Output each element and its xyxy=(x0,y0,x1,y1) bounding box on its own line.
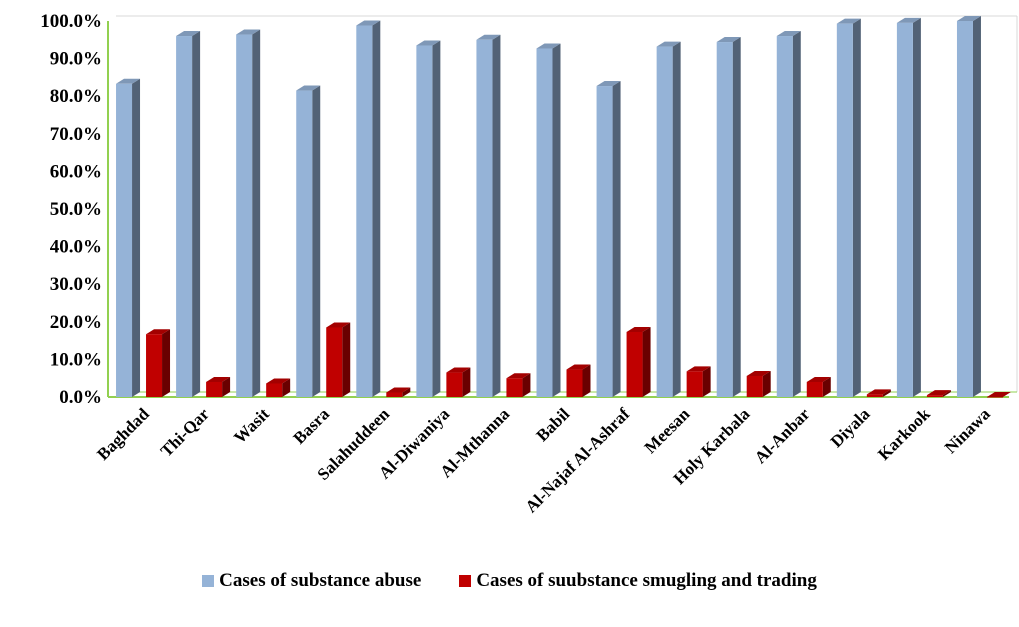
bar-smuggling-baghdad xyxy=(146,329,171,397)
bar-smuggling-ninawa xyxy=(986,392,1011,398)
x-axis-labels: Baghdad Thi-Qar Wasit BasraSalahuddeenAl-Di… xyxy=(93,404,994,516)
legend-item-smuggling: Cases of suubstance smugling and trading xyxy=(459,570,817,592)
bar-abuse-al-mthanna xyxy=(476,34,501,398)
bar-abuse-salahuddeen xyxy=(356,20,381,398)
x-tick-label: Baghdad xyxy=(93,404,153,464)
y-tick-label: 40.0% xyxy=(50,237,102,258)
legend-label-smuggling: Cases of suubstance smugling and trading xyxy=(476,570,817,591)
legend-item-abuse: Cases of substance abuse xyxy=(202,570,421,592)
bar-abuse-al-diwaniya xyxy=(416,40,441,397)
bar-smuggling-babil xyxy=(566,364,591,397)
bar-smuggling-salahuddeen xyxy=(386,387,411,397)
x-tick-label: Thi-Qar xyxy=(157,404,213,460)
bar-abuse-basra xyxy=(296,85,321,397)
x-tick-label: Basra xyxy=(290,404,334,448)
y-tick-label: 0.0% xyxy=(59,387,102,408)
bar-smuggling-al-diwaniya xyxy=(446,367,471,397)
bar-smuggling-basra xyxy=(326,322,351,397)
chart-legend: Cases of substance abuse Cases of suubst… xyxy=(0,570,1019,592)
chart-bars xyxy=(116,16,1011,398)
bar-abuse-meesan xyxy=(656,41,681,398)
bar-smuggling-diyala xyxy=(866,389,891,397)
bar-smuggling-al-anbar xyxy=(806,376,831,397)
y-tick-label: 70.0% xyxy=(50,124,102,145)
x-tick-label: Al-Anbar xyxy=(751,404,814,467)
bar-smuggling-al-mthanna xyxy=(506,373,531,397)
bar-abuse-thi-qar xyxy=(176,31,201,397)
bar-smuggling-karkook xyxy=(926,390,951,397)
bar-abuse-holy-karbala xyxy=(716,37,741,397)
y-tick-label: 50.0% xyxy=(50,199,102,220)
legend-swatch-abuse xyxy=(202,575,215,587)
x-tick-label: Karkook xyxy=(874,404,934,464)
y-axis-ticks: 0.0% 10.0% 20.0% 30.0% 40.0% 50.0% 60.0% 70.0% 8… xyxy=(40,11,102,408)
bar-smuggling-thi-qar xyxy=(206,376,231,397)
bar-abuse-al-anbar xyxy=(776,31,801,397)
bar-chart: 0.0% 10.0% 20.0% 30.0% 40.0% 50.0% 60.0% 70.0% 8… xyxy=(40,11,1018,516)
y-tick-label: 60.0% xyxy=(50,161,102,182)
x-tick-label: Ninawa xyxy=(941,404,994,457)
y-tick-label: 100.0% xyxy=(40,11,102,32)
bar-smuggling-wasit xyxy=(266,378,291,397)
y-tick-label: 10.0% xyxy=(50,349,102,370)
bar-abuse-baghdad xyxy=(116,78,141,398)
bar-abuse-al-najaf-al-ashraf xyxy=(596,81,621,397)
bar-abuse-karkook xyxy=(896,17,921,397)
x-tick-label: Wasit xyxy=(230,404,273,447)
bar-abuse-babil xyxy=(536,43,561,398)
legend-swatch-smuggling xyxy=(459,575,472,587)
y-tick-label: 80.0% xyxy=(50,86,102,107)
y-tick-label: 20.0% xyxy=(50,312,102,333)
bar-smuggling-meesan xyxy=(686,366,711,397)
x-tick-label: Meesan xyxy=(641,404,694,457)
bar-abuse-diyala xyxy=(836,18,861,398)
bar-abuse-wasit xyxy=(236,29,261,397)
bar-smuggling-holy-karbala xyxy=(746,370,771,397)
y-tick-label: 90.0% xyxy=(50,49,102,70)
bar-smuggling-al-najaf-al-ashraf xyxy=(626,326,651,397)
legend-label-abuse: Cases of substance abuse xyxy=(219,570,422,591)
y-tick-label: 30.0% xyxy=(50,274,102,295)
bar-abuse-ninawa xyxy=(956,16,981,397)
x-tick-label: Al-Najaf Al-Ashraf xyxy=(521,404,633,516)
x-tick-label: Babil xyxy=(532,404,573,445)
x-tick-label: Diyala xyxy=(827,404,874,451)
